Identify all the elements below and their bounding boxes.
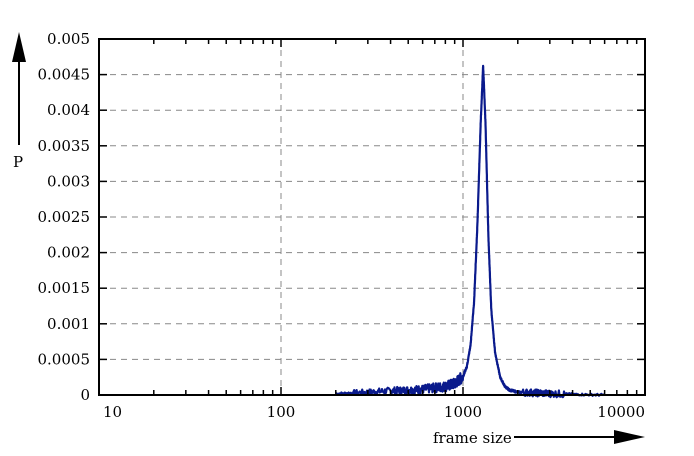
y-axis-label: P — [13, 153, 23, 171]
y-tick-label: 0.001 — [47, 315, 90, 333]
y-axis-arrow — [12, 32, 26, 145]
y-tick-label: 0.002 — [47, 244, 90, 262]
y-tick-label: 0.0045 — [38, 66, 91, 84]
y-tick-label: 0.0005 — [38, 350, 91, 368]
y-tick-label: 0 — [80, 386, 90, 404]
arrow-right-icon — [614, 430, 645, 444]
arrow-up-icon — [12, 32, 26, 62]
x-tick-label: 10 — [103, 403, 122, 421]
y-tick-label: 0.0025 — [38, 208, 91, 226]
x-axis-label: frame size — [433, 429, 512, 447]
x-tick-label: 100 — [267, 403, 296, 421]
x-tick-label: 10000 — [597, 403, 645, 421]
x-axis-ticks: 10 100 1000 10000 — [98, 39, 645, 421]
y-tick-label: 0.0035 — [38, 137, 91, 155]
data-series — [335, 64, 606, 399]
y-tick-label: 0.0015 — [38, 279, 91, 297]
y-axis-ticks: 0 0.0005 0.001 0.0015 0.002 0.0025 0.003 0.0035… — [38, 30, 645, 404]
series-line — [335, 64, 606, 399]
x-axis-arrow — [514, 430, 645, 444]
grid-lines — [99, 39, 645, 395]
y-tick-label: 0.003 — [47, 172, 90, 190]
y-tick-label: 0.004 — [47, 101, 90, 119]
x-tick-label: 1000 — [444, 403, 482, 421]
y-tick-label: 0.005 — [47, 30, 90, 48]
